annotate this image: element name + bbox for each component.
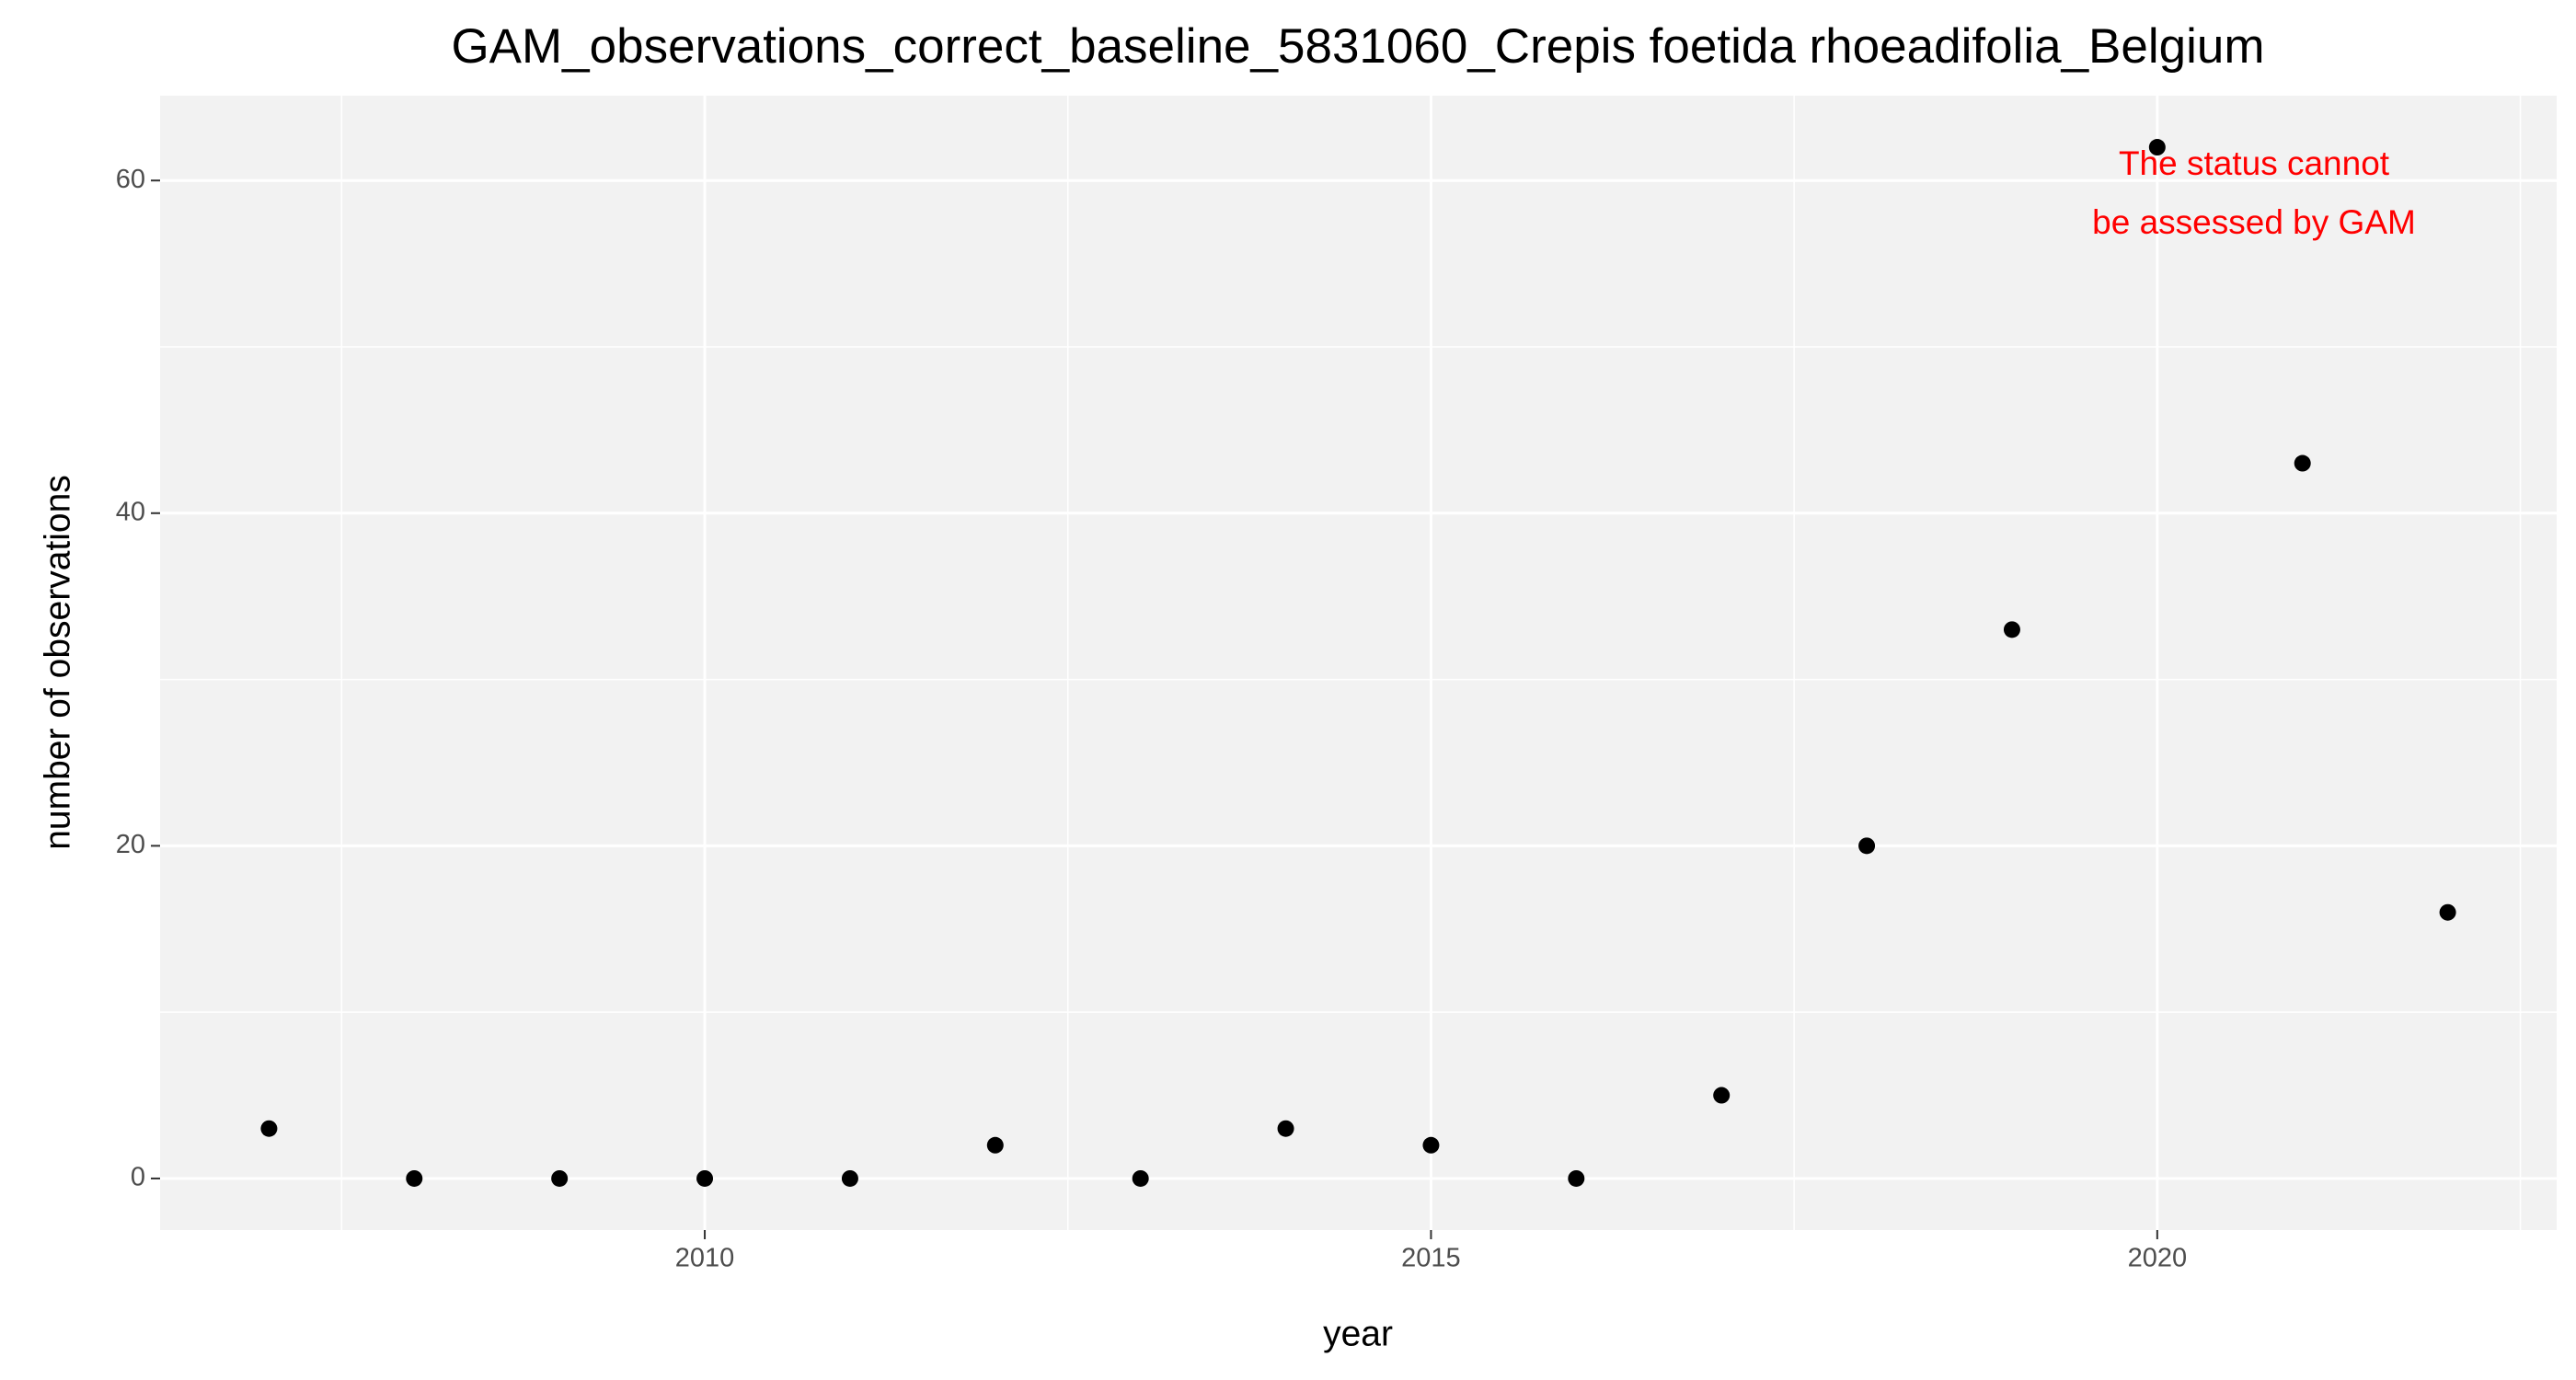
x-axis-title: year — [1323, 1314, 1393, 1353]
x-tick-label: 2010 — [675, 1244, 735, 1273]
y-tick-label: 20 — [116, 830, 145, 859]
point — [986, 1136, 1004, 1154]
point — [260, 1120, 278, 1137]
point — [1132, 1169, 1149, 1187]
x-tick-label: 2015 — [1401, 1244, 1461, 1273]
point — [1422, 1136, 1440, 1154]
x-tick-label: 2020 — [2128, 1244, 2188, 1273]
point — [1277, 1120, 1294, 1137]
y-tick-label: 40 — [116, 497, 145, 526]
point — [2148, 139, 2166, 156]
chart-title: GAM_observations_correct_baseline_583106… — [451, 19, 2264, 74]
y-tick-label: 60 — [116, 165, 145, 194]
annotation: be assessed by GAM — [2092, 203, 2416, 241]
point — [696, 1169, 714, 1187]
y-tick-label: 0 — [131, 1163, 145, 1192]
y-axis-title: number of observations — [38, 475, 77, 850]
point — [1713, 1087, 1731, 1104]
point — [2003, 621, 2020, 638]
point — [406, 1169, 423, 1187]
annotation: The status cannot — [2119, 144, 2390, 182]
point — [2439, 903, 2456, 921]
point — [551, 1169, 569, 1187]
point — [1568, 1169, 1585, 1187]
point — [2294, 454, 2311, 472]
point — [1858, 837, 1876, 855]
point — [841, 1169, 858, 1187]
panel — [160, 96, 2557, 1230]
